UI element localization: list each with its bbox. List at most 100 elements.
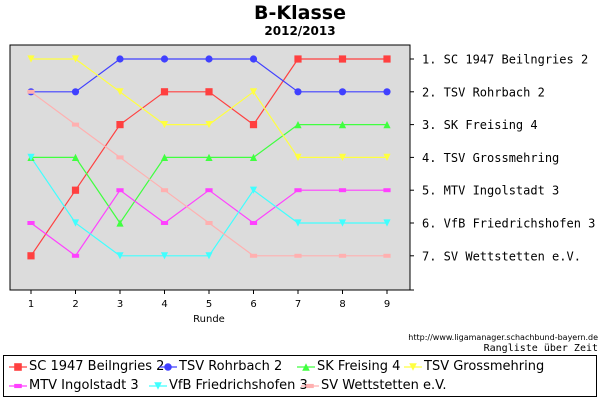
data-point bbox=[383, 253, 391, 258]
legend-swatch bbox=[301, 383, 319, 389]
data-point bbox=[294, 121, 302, 129]
data-point bbox=[71, 122, 80, 127]
x-tick-label: 8 bbox=[339, 299, 345, 310]
data-point bbox=[338, 153, 347, 161]
data-point bbox=[71, 186, 80, 194]
legend-label: VfB Friedrichshofen 3 bbox=[169, 378, 308, 393]
legend-swatch-marker bbox=[14, 383, 22, 389]
data-point bbox=[338, 55, 347, 63]
data-point bbox=[27, 221, 35, 225]
legend-label: MTV Ingolstadt 3 bbox=[29, 378, 139, 393]
x-tick-label: 7 bbox=[295, 299, 301, 310]
data-point bbox=[383, 219, 391, 227]
data-point bbox=[249, 186, 258, 194]
legend-swatch-marker bbox=[306, 383, 314, 389]
data-point bbox=[383, 153, 391, 161]
data-point bbox=[294, 88, 302, 96]
data-point bbox=[71, 153, 80, 161]
y-tick-label: 7. SV Wettstetten e.V. bbox=[422, 249, 581, 263]
data-point bbox=[116, 88, 124, 96]
legend-swatch bbox=[297, 363, 315, 371]
legend-label: TSV Rohrbach 2 bbox=[179, 359, 283, 374]
data-point bbox=[294, 55, 302, 63]
data-point bbox=[71, 219, 80, 227]
legend-swatch bbox=[9, 363, 27, 371]
chart-plot: Runde 1 2 3 4 5 6 7 8 9 1. SC 1947 Beilngries 2 2… bbox=[9, 44, 595, 325]
data-point bbox=[71, 253, 80, 258]
legend-swatch-marker bbox=[302, 363, 310, 371]
data-point bbox=[249, 221, 258, 225]
data-point bbox=[116, 121, 124, 129]
data-point bbox=[205, 252, 213, 260]
data-point bbox=[205, 221, 213, 225]
data-point bbox=[116, 252, 124, 260]
data-point bbox=[160, 153, 169, 161]
chart-caption: Rangliste über Zeit bbox=[483, 343, 598, 354]
x-tick-label: 4 bbox=[161, 299, 167, 310]
legend-swatch-marker bbox=[154, 382, 162, 390]
x-tick-label: 2 bbox=[72, 299, 78, 310]
y-tick-label: 2. TSV Rohrbach 2 bbox=[422, 85, 545, 99]
legend-swatch-marker bbox=[164, 363, 172, 371]
data-point bbox=[383, 55, 391, 63]
data-point bbox=[205, 121, 213, 129]
x-tick-label: 6 bbox=[250, 299, 256, 310]
data-point bbox=[338, 219, 347, 227]
data-point bbox=[338, 188, 347, 193]
plot-area bbox=[9, 44, 411, 291]
data-point bbox=[383, 121, 391, 129]
data-point bbox=[383, 188, 391, 193]
legend-swatch-marker bbox=[409, 363, 417, 371]
data-point bbox=[27, 153, 35, 161]
legend-swatch bbox=[404, 363, 422, 371]
source-url: http://www.ligamanager.schachbund-bayern… bbox=[408, 333, 598, 342]
x-tick-label: 9 bbox=[384, 299, 390, 310]
data-point bbox=[294, 219, 302, 227]
data-point bbox=[116, 55, 124, 63]
legend-label: SV Wettstetten e.V. bbox=[321, 378, 447, 393]
data-point bbox=[160, 252, 169, 260]
data-point bbox=[249, 55, 258, 63]
data-point bbox=[205, 188, 213, 193]
data-point bbox=[160, 55, 169, 63]
data-point bbox=[160, 188, 169, 193]
data-point bbox=[116, 188, 124, 193]
data-point bbox=[294, 188, 302, 193]
data-point bbox=[249, 88, 258, 96]
y-tick-label: 6. VfB Friedrichshofen 3 bbox=[422, 217, 595, 231]
data-point bbox=[27, 89, 35, 94]
legend-label: TSV Grossmehring bbox=[424, 359, 545, 374]
legend-swatch bbox=[159, 363, 177, 371]
chart-title: B-Klasse bbox=[254, 2, 346, 24]
y-tick-label: 1. SC 1947 Beilngries 2 bbox=[422, 53, 588, 67]
data-point bbox=[249, 121, 258, 129]
legend-swatch bbox=[9, 383, 27, 389]
x-tick-label: 3 bbox=[117, 299, 123, 310]
data-point bbox=[116, 155, 124, 160]
legend-label: SK Freising 4 bbox=[317, 359, 401, 374]
data-point bbox=[205, 88, 213, 96]
y-tick-label: 5. MTV Ingolstadt 3 bbox=[422, 184, 559, 198]
data-point bbox=[160, 121, 169, 129]
x-tick-label: 5 bbox=[206, 299, 212, 310]
data-point bbox=[294, 253, 302, 258]
data-point bbox=[71, 55, 80, 63]
y-tick-label: 4. TSV Grossmehring bbox=[422, 151, 559, 165]
data-point bbox=[294, 153, 302, 161]
data-point bbox=[205, 153, 213, 161]
data-point bbox=[338, 253, 347, 258]
legend-swatch-marker bbox=[14, 363, 22, 371]
data-point bbox=[27, 252, 35, 260]
data-point bbox=[116, 219, 124, 227]
data-point bbox=[338, 121, 347, 129]
chart-subtitle: 2012/2013 bbox=[264, 24, 336, 38]
data-point bbox=[249, 253, 258, 258]
legend-label: SC 1947 Beilngries 2 bbox=[29, 359, 165, 374]
data-point bbox=[160, 88, 169, 96]
data-point bbox=[205, 55, 213, 63]
data-point bbox=[383, 88, 391, 96]
x-axis-label: Runde bbox=[193, 314, 225, 325]
data-point bbox=[71, 88, 80, 96]
legend-swatch bbox=[149, 382, 167, 390]
data-point bbox=[27, 55, 35, 63]
